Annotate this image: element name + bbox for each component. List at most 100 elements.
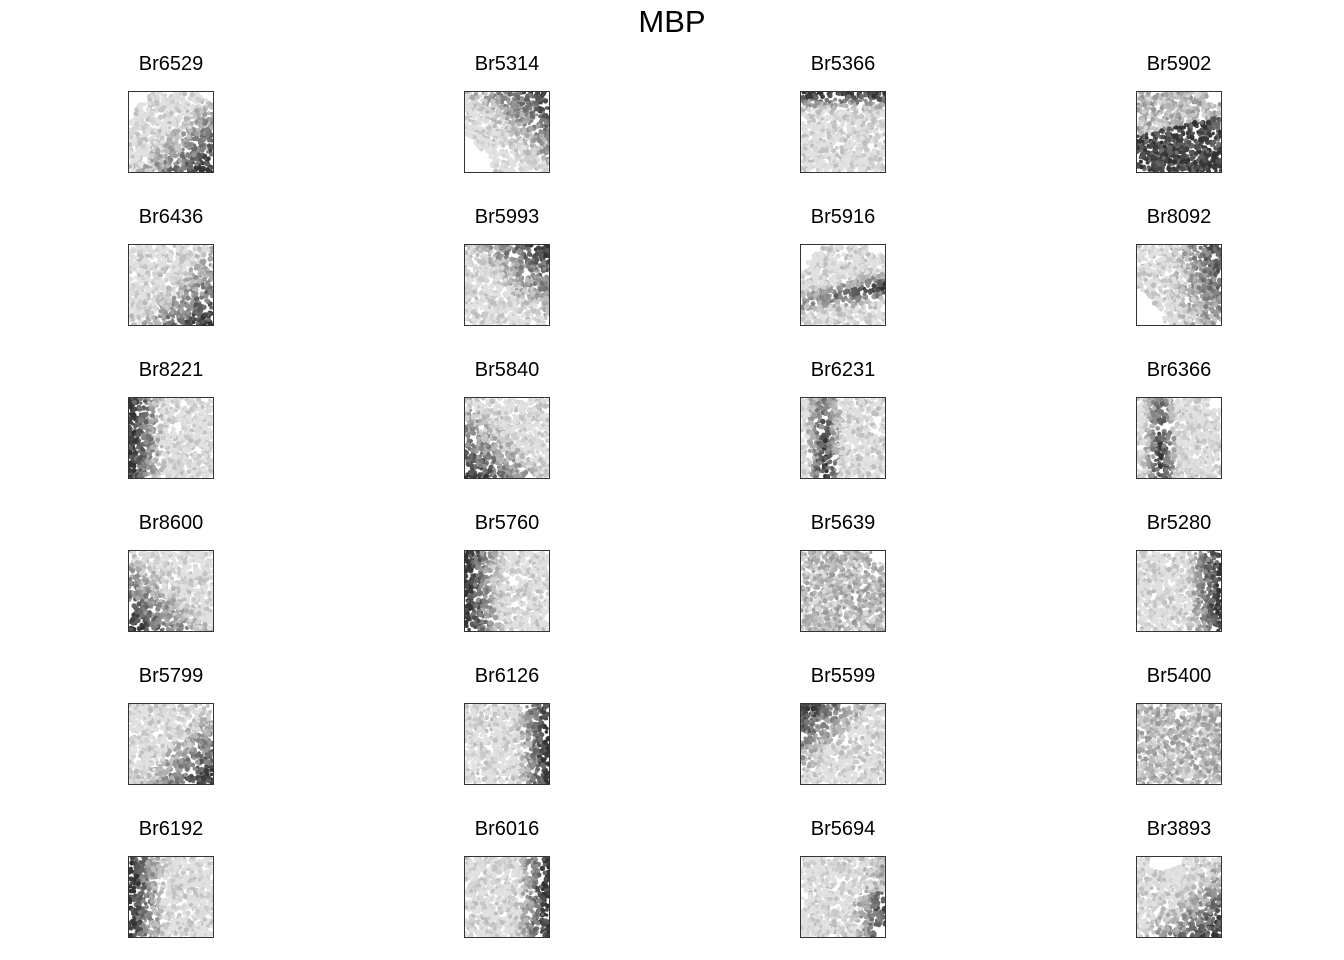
spot (495, 107, 502, 113)
spot (145, 258, 151, 264)
spot (209, 105, 214, 110)
spot (1215, 158, 1221, 164)
spot (153, 253, 158, 258)
spot (157, 91, 162, 96)
spot (196, 116, 201, 121)
spot (1189, 134, 1195, 140)
spot (1205, 152, 1211, 158)
spot (1183, 92, 1187, 97)
spot (1169, 96, 1174, 100)
spot (529, 114, 535, 119)
spot (544, 106, 549, 110)
spot (160, 135, 165, 140)
spot (509, 161, 515, 167)
spot (530, 264, 535, 269)
spot (1180, 97, 1185, 102)
spot (209, 152, 214, 157)
spot (488, 94, 493, 100)
spot (836, 91, 842, 96)
spot (130, 248, 136, 254)
spot (1166, 108, 1172, 113)
spot (194, 104, 198, 109)
spot (515, 121, 521, 127)
spot (475, 95, 480, 100)
spot (501, 96, 506, 102)
spot (185, 152, 191, 158)
spot (139, 271, 144, 276)
spot (808, 104, 812, 108)
spot (475, 252, 480, 257)
spot (161, 284, 166, 290)
spot (174, 141, 179, 146)
spot (174, 91, 180, 96)
spot (130, 256, 134, 261)
spot (1146, 165, 1151, 170)
spot (836, 145, 841, 150)
spot (856, 143, 860, 148)
spot (1178, 100, 1183, 106)
spot (509, 150, 514, 154)
spot (1180, 130, 1185, 135)
spot (191, 147, 196, 152)
spot (156, 294, 161, 299)
spot (1206, 131, 1212, 136)
spot (475, 143, 481, 149)
spot (806, 100, 811, 105)
spot (1211, 139, 1217, 145)
spot (483, 135, 487, 139)
spot (169, 151, 175, 157)
spot (828, 100, 832, 104)
spot (1166, 136, 1172, 142)
spot (856, 133, 860, 138)
spot (1171, 166, 1177, 172)
spot (507, 92, 512, 97)
spot (1151, 160, 1156, 165)
spot (1194, 140, 1200, 146)
spot (860, 168, 866, 173)
spot (207, 288, 213, 294)
spot (202, 276, 207, 282)
spot (540, 148, 546, 154)
spot (1185, 157, 1191, 163)
spot (1158, 158, 1162, 162)
spot (1167, 158, 1173, 164)
tissue-spot-map (128, 91, 214, 173)
spot (473, 256, 479, 261)
spot (820, 94, 825, 100)
spot (169, 147, 175, 153)
spot (150, 118, 156, 124)
spot (208, 256, 214, 261)
spot (1200, 120, 1204, 125)
spot (176, 249, 180, 253)
spot (158, 114, 164, 120)
spot (529, 291, 533, 296)
spot (1163, 104, 1168, 110)
spot (868, 129, 873, 134)
spot (491, 155, 497, 161)
spot (822, 105, 827, 110)
spot (159, 102, 163, 106)
spot (495, 259, 501, 265)
spot (513, 97, 518, 102)
spot (809, 143, 814, 148)
spot (194, 91, 200, 97)
spot (871, 93, 876, 99)
spot (518, 255, 524, 261)
spot (1203, 104, 1209, 110)
spot (146, 296, 151, 301)
spot (524, 142, 528, 146)
spot (185, 138, 190, 143)
spot (544, 124, 549, 129)
spot (188, 252, 194, 257)
spot (824, 97, 829, 103)
spot (138, 290, 142, 294)
spot (173, 123, 178, 127)
spot (503, 137, 507, 141)
spot (157, 128, 162, 133)
spot (1168, 91, 1174, 97)
spot (856, 157, 862, 163)
spot (834, 159, 839, 164)
spot (169, 275, 175, 280)
spot (520, 294, 525, 299)
spot (1201, 100, 1205, 105)
